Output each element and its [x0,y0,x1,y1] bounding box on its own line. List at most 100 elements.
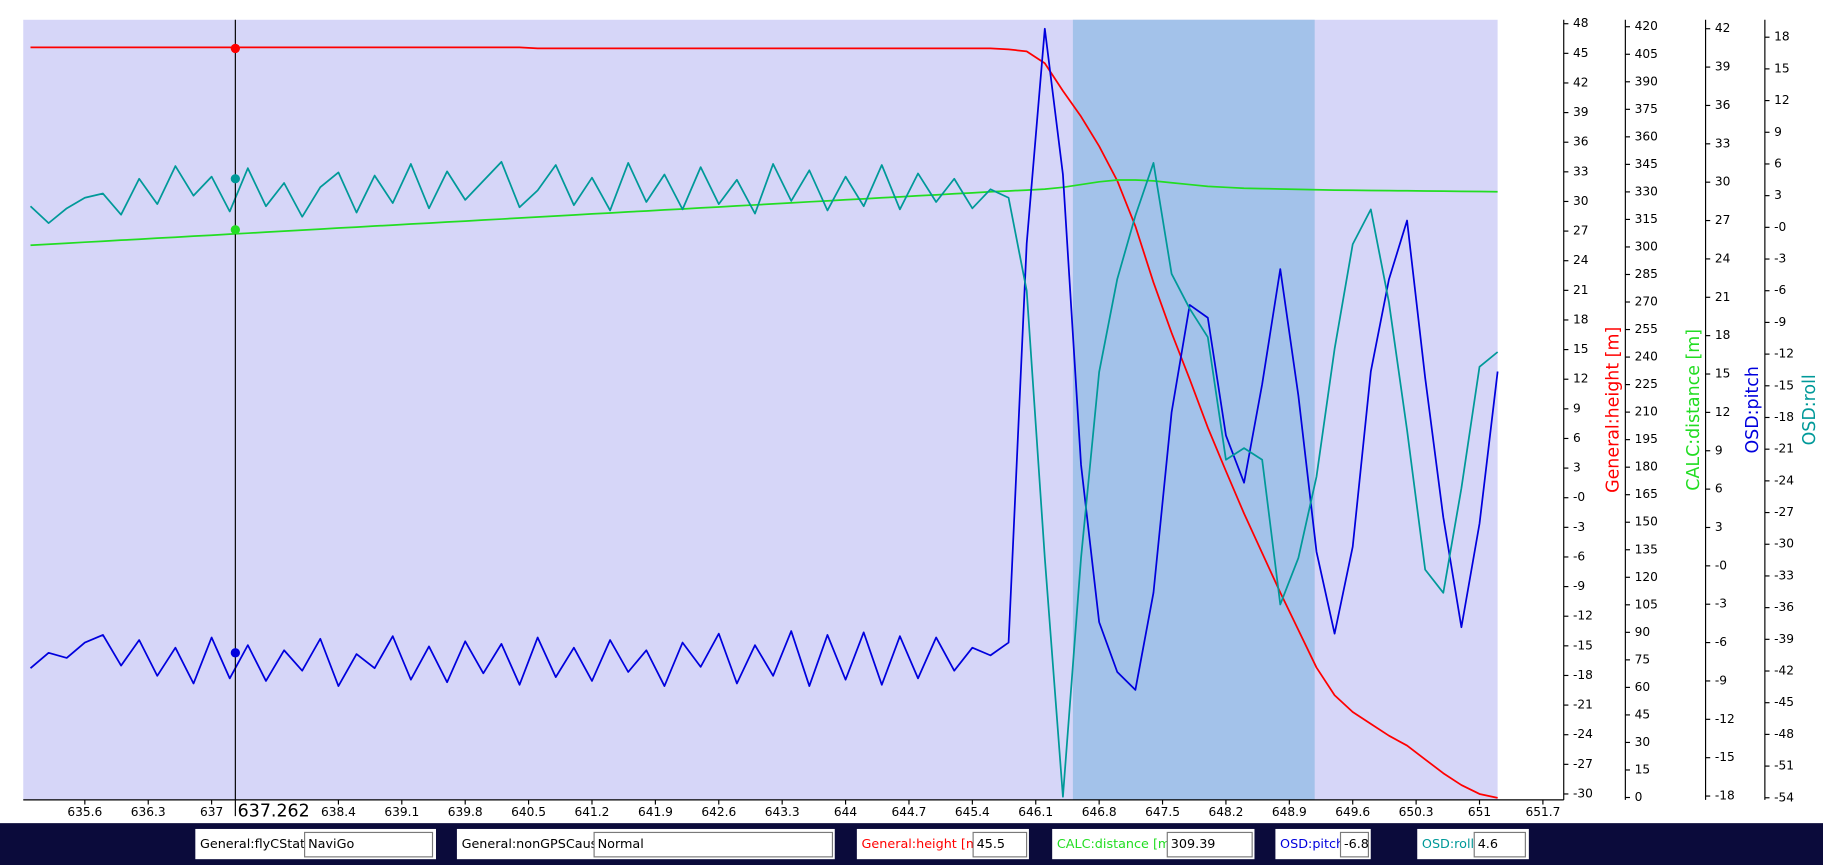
y-tick-label: -9 [1715,673,1727,687]
field-label: General:height [m] [862,837,984,852]
y-tick-label: 39 [1715,60,1731,74]
y-tick-label: -3 [1774,252,1786,266]
y-tick-label: 6 [1715,482,1723,496]
field-value: Normal [598,837,644,852]
y-tick-label: -6 [1774,283,1786,297]
y-tick-label: -24 [1573,727,1593,741]
field-value: -6.8 [1344,837,1369,852]
y-tick-label: 48 [1573,16,1589,30]
y-tick-label: 75 [1635,652,1651,666]
y-tick-label: -12 [1715,712,1735,726]
y-tick-label: 405 [1635,47,1658,61]
y-tick-label: -45 [1774,695,1794,709]
y-tick-label: -21 [1774,442,1794,456]
x-tick-label: 639.8 [448,805,483,819]
y-tick-label: -51 [1774,759,1794,773]
y-tick-label: -12 [1573,609,1593,623]
x-tick-label: 648.2 [1208,805,1243,819]
y-tick-label: -0 [1573,490,1585,504]
y-tick-label: 180 [1635,460,1658,474]
x-tick-label: 641.9 [638,805,673,819]
field-input [972,831,1028,858]
field-label: OSD:roll [1422,837,1474,852]
x-tick-label: 644 [834,805,858,819]
y-tick-label: 6 [1573,431,1581,445]
y-tick-label: 390 [1635,74,1658,88]
x-tick-label: 641.2 [575,805,610,819]
y-tick-label: 3 [1774,188,1782,202]
y-tick-label: 195 [1635,432,1658,446]
y-tick-label: 15 [1774,61,1790,75]
y-tick-label: -30 [1573,786,1593,800]
field-input [1339,831,1369,858]
y-tick-label: -3 [1573,520,1585,534]
highlight-region [1072,19,1315,800]
cursor-point [230,225,241,235]
y-tick-label: 150 [1635,515,1658,529]
y-tick-label: 39 [1573,105,1589,119]
field-value: NaviGo [308,837,354,852]
y-tick-label: 6 [1774,156,1782,170]
x-tick-label: 644.7 [892,805,927,819]
y-tick-label: 15 [1573,342,1589,356]
y-tick-label: -42 [1774,664,1794,678]
cursor-point [230,174,241,184]
axis-title: General:height [m] [1604,327,1624,493]
y-tick-label: 360 [1635,129,1658,143]
y-tick-label: 45 [1573,46,1589,60]
cursor-point [230,648,241,658]
y-tick-label: 12 [1715,405,1731,419]
x-tick-label: 646.8 [1082,805,1117,819]
axis-title: OSD:roll [1800,374,1820,445]
y-tick-label: 3 [1715,520,1723,534]
x-tick-label: 638.4 [321,805,356,819]
y-tick-label: 30 [1573,194,1589,208]
y-tick-label: 330 [1635,184,1658,198]
y-tick-label: 30 [1715,175,1731,189]
y-tick-label: 21 [1715,290,1731,304]
y-tick-label: -0 [1715,558,1727,572]
y-tick-label: -36 [1774,600,1794,614]
field-label: General:flyCState [200,837,313,852]
y-tick-label: 33 [1715,136,1731,150]
field-value: 309.39 [1171,837,1216,852]
y-tick-label: -48 [1774,727,1794,741]
y-tick-label: 12 [1573,372,1589,386]
y-tick-label: 225 [1635,377,1658,391]
y-tick-label: -3 [1715,597,1727,611]
y-tick-label: 135 [1635,542,1658,556]
y-tick-label: 36 [1573,135,1589,149]
y-tick-label: -9 [1573,579,1585,593]
y-tick-label: -15 [1573,638,1593,652]
y-tick-label: 90 [1635,625,1651,639]
y-tick-label: 0 [1635,790,1643,804]
y-tick-label: -6 [1573,549,1585,563]
y-tick-label: 21 [1573,283,1589,297]
y-tick-label: 42 [1715,21,1731,35]
y-tick-label: 42 [1573,75,1589,89]
y-tick-label: 9 [1715,443,1723,457]
x-tick-label: 636.3 [131,805,166,819]
y-tick-label: 210 [1635,405,1658,419]
y-tick-label: 18 [1774,30,1790,44]
field-value: 45.5 [977,837,1005,852]
y-tick-label: 27 [1715,213,1731,227]
field-input [1473,831,1526,858]
y-tick-label: -18 [1573,668,1593,682]
series-line [29,27,1499,691]
y-tick-label: 315 [1635,212,1658,226]
field-input [304,831,434,858]
y-tick-label: 120 [1635,570,1658,584]
y-tick-label: -18 [1774,410,1794,424]
x-tick-label: 651 [1468,805,1491,819]
y-tick-label: -39 [1774,632,1794,646]
field-label: CALC:distance [m] [1057,837,1176,852]
y-tick-label: 255 [1635,322,1658,336]
y-tick-label: -12 [1774,347,1794,361]
cursor-label-bg [236,802,309,821]
x-tick-label: 635.6 [67,805,102,819]
axis-title: CALC:distance [m] [1684,329,1704,491]
x-tick-label: 642.6 [701,805,736,819]
